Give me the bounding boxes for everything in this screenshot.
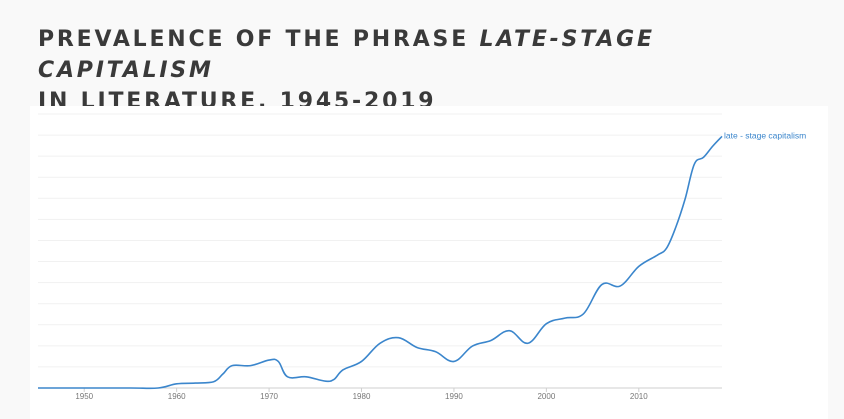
- chart-title: Prevalence of the phrase late-stage capi…: [38, 24, 838, 117]
- x-tick-label: 1970: [260, 392, 278, 401]
- line-chart: 1950 1960 1970 1980 1990 2000 2010 late - stage…: [37, 113, 806, 401]
- x-tick-label: 2010: [630, 392, 648, 401]
- series-label: late - stage capitalism: [724, 130, 806, 140]
- chart-title-prefix: Prevalence of the phrase: [38, 27, 480, 52]
- x-tick-label: 1980: [353, 392, 371, 401]
- series-line: [37, 135, 723, 390]
- chart-panel: 1950 1960 1970 1980 1990 2000 2010 late - stage…: [30, 106, 828, 419]
- x-tick-label: 1960: [168, 392, 186, 401]
- chart-title-emphasis: late-stage capitalism: [38, 27, 655, 83]
- x-tick-label: 1950: [75, 392, 93, 401]
- x-tick-label: 1990: [445, 392, 463, 401]
- x-tick-label: 2000: [537, 392, 555, 401]
